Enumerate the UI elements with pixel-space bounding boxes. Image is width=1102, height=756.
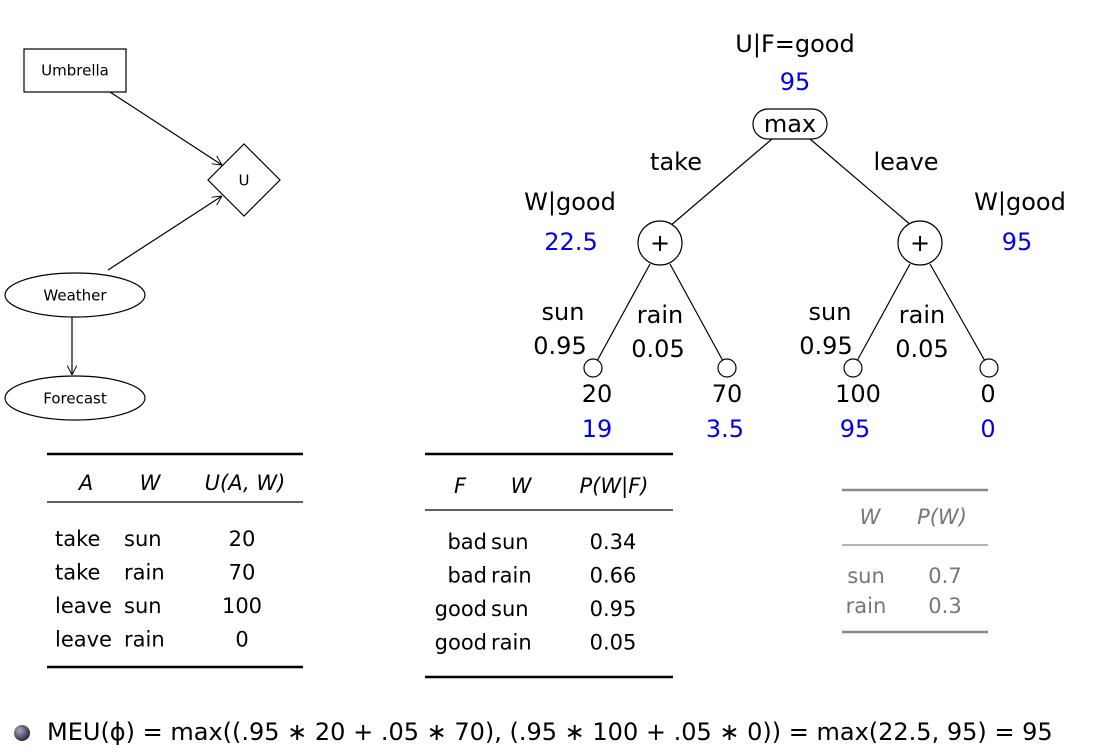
chance-value: 22.5 — [544, 228, 597, 256]
outcome-label: sun — [542, 298, 585, 326]
utility-node — [207, 143, 281, 217]
node-label: Forecast — [43, 390, 107, 408]
utility: 20 — [582, 380, 613, 408]
edge — [596, 263, 651, 362]
header: P(W|F) — [580, 474, 649, 499]
cell: rain — [491, 631, 532, 655]
prob-label: 0.05 — [895, 335, 948, 363]
header: F — [454, 474, 467, 498]
cell: good — [435, 597, 487, 621]
cell: 0.3 — [928, 594, 961, 618]
op-label: + — [650, 229, 670, 257]
cell: 0.05 — [590, 631, 637, 655]
cell: take — [55, 527, 100, 551]
cell: rain — [124, 561, 165, 585]
header: U(A, W) — [205, 471, 286, 495]
cell: sun — [491, 530, 529, 554]
cell: 0.95 — [590, 597, 637, 621]
sum-node — [897, 220, 943, 266]
prior-table: W P(W) sun 0.7 rain 0.3 — [842, 488, 988, 634]
formula: MEU(ϕ) = max((.95 ∗ 20 + .05 ∗ 70), (.95… — [47, 718, 1053, 746]
cell: sun — [491, 597, 529, 621]
cell: bad — [447, 564, 487, 588]
utility: 100 — [835, 380, 881, 408]
edge — [107, 196, 222, 271]
op-label: + — [910, 229, 930, 257]
root-value: 95 — [780, 68, 811, 96]
utility: 70 — [712, 380, 743, 408]
leaf-node — [979, 358, 999, 378]
cell: good — [435, 631, 487, 655]
decision-tree: U|F=good 95 max take leave W|good 22.5 W… — [524, 30, 1066, 443]
header: A — [77, 471, 93, 495]
node-label: U — [239, 172, 250, 190]
action-label: leave — [873, 148, 938, 176]
cell: 0.34 — [590, 530, 637, 554]
cell: rain — [491, 564, 532, 588]
op-label: max — [764, 110, 816, 138]
edge — [109, 91, 222, 165]
outcome-label: rain — [637, 301, 683, 329]
edge — [669, 263, 724, 362]
prob-label: 0.95 — [799, 332, 852, 360]
cell: bad — [447, 530, 487, 554]
cell: rain — [846, 594, 887, 618]
weighted: 95 — [840, 415, 871, 443]
outcome-label: rain — [899, 301, 945, 329]
edge — [929, 263, 986, 362]
cell: 0 — [235, 628, 248, 652]
cell: leave — [55, 594, 112, 618]
cell: sun — [124, 594, 162, 618]
decision-node — [23, 48, 127, 93]
cell: rain — [124, 628, 165, 652]
root-label: U|F=good — [735, 30, 854, 58]
utility: 0 — [980, 380, 995, 408]
network: Umbrella U Weather Forecast — [4, 48, 281, 421]
header: W — [140, 471, 162, 495]
prob-label: 0.95 — [533, 332, 586, 360]
weighted: 0 — [980, 415, 995, 443]
leaf-node — [717, 358, 737, 378]
cell: sun — [847, 564, 885, 588]
edge — [669, 138, 773, 227]
prob-label: 0.05 — [631, 335, 684, 363]
cell: 0.7 — [928, 564, 961, 588]
header: W — [511, 474, 533, 498]
chance-value: 95 — [1002, 228, 1033, 256]
cell: 70 — [229, 561, 256, 585]
header: W — [860, 505, 882, 529]
leaf-node — [843, 358, 863, 378]
weighted: 3.5 — [706, 415, 744, 443]
cell: 20 — [229, 527, 256, 551]
bullet — [14, 725, 30, 741]
chance-label: W|good — [974, 188, 1066, 216]
cell: 0.66 — [590, 564, 637, 588]
leaf-node — [583, 358, 603, 378]
edge — [809, 138, 913, 227]
max-node — [752, 108, 828, 140]
cell: 100 — [222, 594, 262, 618]
node-label: Weather — [43, 287, 107, 305]
header: P(W) — [917, 505, 967, 529]
weighted: 19 — [582, 415, 613, 443]
chance-label: W|good — [524, 188, 616, 216]
cell: take — [55, 561, 100, 585]
outcome-label: sun — [809, 298, 852, 326]
cell: sun — [124, 527, 162, 551]
sum-node — [637, 220, 683, 266]
cell: leave — [55, 628, 112, 652]
action-label: take — [650, 148, 702, 176]
rows: sun 0.7 rain 0.3 — [846, 564, 962, 618]
chance-node — [4, 375, 146, 421]
edge — [856, 263, 911, 362]
node-label: Umbrella — [41, 62, 109, 80]
chance-node — [4, 272, 146, 318]
